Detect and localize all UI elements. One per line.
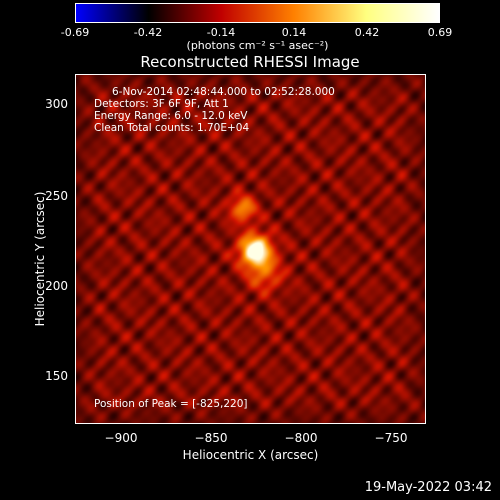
energy-range-annotation: Energy Range: 6.0 - 12.0 keV (94, 110, 248, 122)
x-tick-label: −750 (374, 431, 408, 445)
plot-title: Reconstructed RHESSI Image (140, 53, 360, 71)
peak-position-annotation: Position of Peak = [-825,220] (94, 398, 248, 410)
y-tick-label: 200 (45, 279, 68, 293)
y-tick-label: 300 (45, 97, 68, 111)
plot-frame (75, 74, 426, 424)
footer-timestamp: 19-May-2022 03:42 (364, 480, 492, 495)
colorbar (75, 3, 440, 23)
x-axis-label: Heliocentric X (arcsec) (182, 448, 319, 462)
y-axis-label: Heliocentric Y (arcsec) (33, 191, 47, 327)
clean-counts-annotation: Clean Total counts: 1.70E+04 (94, 122, 250, 134)
reconstructed-image (75, 74, 426, 424)
colorbar-tick-label: 0.14 (281, 26, 307, 39)
colorbar-tick-label: 0.42 (354, 26, 380, 39)
x-tick-label: −900 (104, 431, 138, 445)
colorbar-tick-label: 0.69 (427, 26, 453, 39)
detectors-annotation: Detectors: 3F 6F 9F, Att 1 (94, 98, 229, 110)
colorbar-unit-label: (photons cm⁻² s⁻¹ asec⁻²) (186, 39, 329, 52)
y-tick-label: 250 (45, 189, 68, 203)
colorbar-tick-label: -0.69 (60, 26, 90, 39)
y-tick-label: 150 (45, 369, 68, 383)
x-tick-label: −850 (194, 431, 228, 445)
time-range-annotation: 6-Nov-2014 02:48:44.000 to 02:52:28.000 (112, 86, 335, 98)
x-tick-label: −800 (284, 431, 318, 445)
colorbar-tick-label: -0.42 (133, 26, 163, 39)
colorbar-tick-label: -0.14 (206, 26, 236, 39)
